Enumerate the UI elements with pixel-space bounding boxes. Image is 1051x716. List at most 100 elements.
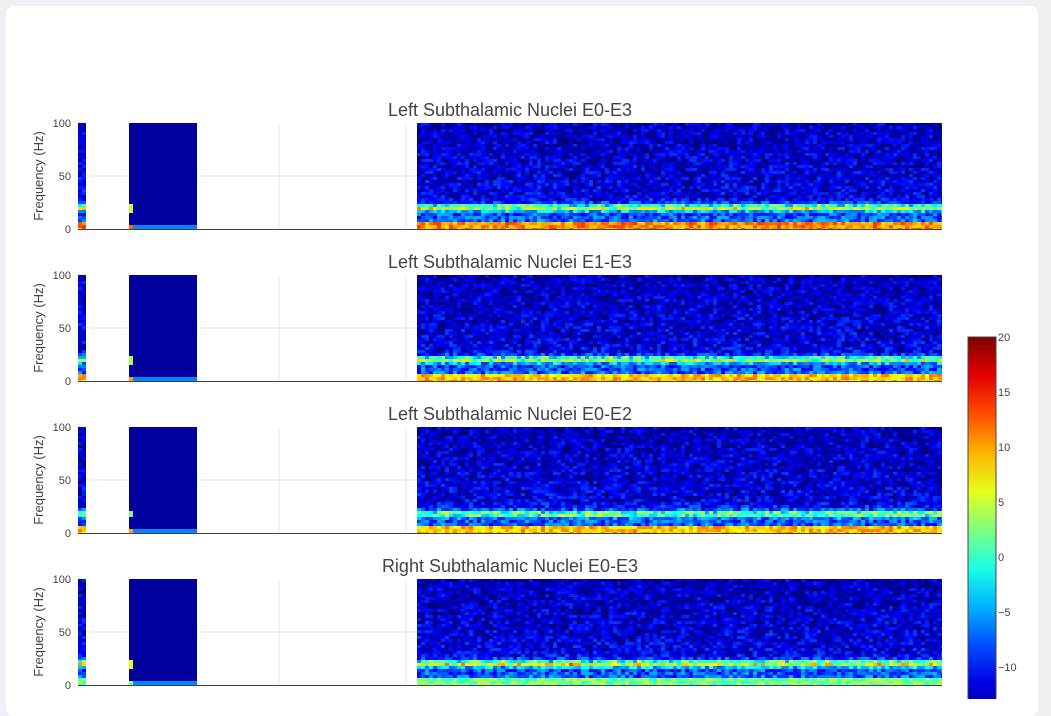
heatmap-cell bbox=[797, 150, 801, 153]
heatmap-cell bbox=[741, 138, 745, 141]
heatmap-cell bbox=[425, 135, 429, 138]
heatmap-cell bbox=[185, 156, 189, 159]
heatmap-cell bbox=[761, 150, 765, 153]
heatmap-cell bbox=[517, 219, 521, 222]
heatmap-cell bbox=[717, 192, 721, 195]
heatmap-cell bbox=[793, 189, 797, 192]
heatmap-cell bbox=[833, 180, 837, 183]
heatmap-cell bbox=[505, 162, 509, 165]
heatmap-cell bbox=[177, 135, 181, 138]
heatmap-cell bbox=[793, 123, 797, 126]
heatmap-cell bbox=[749, 219, 753, 222]
heatmap-cell bbox=[477, 144, 481, 147]
heatmap-cell bbox=[773, 222, 777, 225]
heatmap-cell bbox=[845, 186, 849, 189]
heatmap-cell bbox=[633, 186, 637, 189]
heatmap-cell bbox=[701, 195, 705, 198]
heatmap-cell bbox=[765, 123, 769, 126]
heatmap-cell bbox=[697, 123, 701, 126]
heatmap-cell bbox=[577, 153, 581, 156]
heatmap-cell bbox=[689, 129, 693, 132]
heatmap-cell bbox=[501, 225, 505, 228]
heatmap-cell bbox=[545, 186, 549, 189]
heatmap-cell bbox=[617, 141, 621, 144]
heatmap-cell bbox=[785, 195, 789, 198]
heatmap-cell bbox=[597, 141, 601, 144]
heatmap-cell bbox=[801, 153, 805, 156]
heatmap-cell bbox=[457, 201, 461, 204]
heatmap-cell bbox=[545, 159, 549, 162]
heatmap-cell bbox=[733, 156, 737, 159]
heatmap-cell bbox=[745, 189, 749, 192]
heatmap-cell bbox=[169, 168, 173, 171]
heatmap-cell bbox=[597, 153, 601, 156]
heatmap-cell bbox=[497, 132, 501, 135]
heatmap-cell bbox=[441, 141, 445, 144]
heatmap-cell bbox=[82, 174, 86, 177]
heatmap-cell bbox=[465, 201, 469, 204]
heatmap-cell bbox=[749, 135, 753, 138]
heatmap-cell bbox=[149, 219, 153, 222]
heatmap-cell bbox=[149, 141, 153, 144]
heatmap-cell bbox=[853, 186, 857, 189]
heatmap-cell bbox=[801, 126, 805, 129]
heatmap-cell bbox=[761, 180, 765, 183]
heatmap-cell bbox=[137, 216, 141, 219]
heatmap-cell bbox=[709, 228, 713, 229]
heatmap-cell bbox=[509, 129, 513, 132]
heatmap-cell bbox=[445, 207, 449, 210]
heatmap-cell bbox=[137, 201, 141, 204]
heatmap-cell bbox=[417, 222, 421, 225]
heatmap-cell bbox=[749, 222, 753, 225]
heatmap-cell bbox=[661, 144, 665, 147]
heatmap-cell bbox=[757, 225, 761, 228]
heatmap-cell bbox=[865, 147, 869, 150]
heatmap-cell bbox=[429, 159, 433, 162]
heatmap-cell bbox=[725, 213, 729, 216]
heatmap-cell bbox=[753, 210, 757, 213]
heatmap-cell bbox=[673, 159, 677, 162]
heatmap-cell bbox=[793, 192, 797, 195]
heatmap-cell bbox=[565, 213, 569, 216]
heatmap-cell bbox=[173, 225, 177, 228]
heatmap-cell bbox=[157, 144, 161, 147]
y-tick-label: 0 bbox=[65, 224, 71, 236]
heatmap-cell bbox=[461, 198, 465, 201]
heatmap-cell bbox=[681, 207, 685, 210]
heatmap-cell bbox=[757, 222, 761, 225]
heatmap-cell bbox=[701, 126, 705, 129]
heatmap-cell bbox=[733, 177, 737, 180]
heatmap-cell bbox=[78, 171, 82, 174]
heatmap-cell bbox=[157, 150, 161, 153]
heatmap-cell bbox=[653, 177, 657, 180]
heatmap-cell bbox=[837, 213, 841, 216]
heatmap-cell bbox=[549, 225, 553, 228]
heatmap-cell bbox=[445, 162, 449, 165]
heatmap-cell bbox=[781, 186, 785, 189]
heatmap-cell bbox=[469, 195, 473, 198]
heatmap-cell bbox=[605, 195, 609, 198]
heatmap-cell bbox=[181, 126, 185, 129]
heatmap-cell bbox=[789, 162, 793, 165]
heatmap-cell bbox=[425, 177, 429, 180]
heatmap-cell bbox=[737, 162, 741, 165]
heatmap-cell bbox=[873, 195, 877, 198]
heatmap-cell bbox=[453, 132, 457, 135]
heatmap-cell bbox=[797, 171, 801, 174]
heatmap-cell bbox=[573, 210, 577, 213]
heatmap-cell bbox=[477, 168, 481, 171]
heatmap-cell bbox=[433, 174, 437, 177]
heatmap-cell bbox=[177, 171, 181, 174]
heatmap-cell bbox=[457, 132, 461, 135]
heatmap-cell bbox=[501, 144, 505, 147]
heatmap-cell bbox=[82, 141, 86, 144]
heatmap-cell bbox=[729, 150, 733, 153]
heatmap-cell bbox=[757, 132, 761, 135]
heatmap-cell bbox=[605, 168, 609, 171]
heatmap-cell bbox=[753, 183, 757, 186]
heatmap-cell bbox=[553, 192, 557, 195]
heatmap-cell bbox=[605, 132, 609, 135]
heatmap-cell bbox=[441, 225, 445, 228]
heatmap-cell bbox=[773, 195, 777, 198]
heatmap-cell bbox=[585, 189, 589, 192]
